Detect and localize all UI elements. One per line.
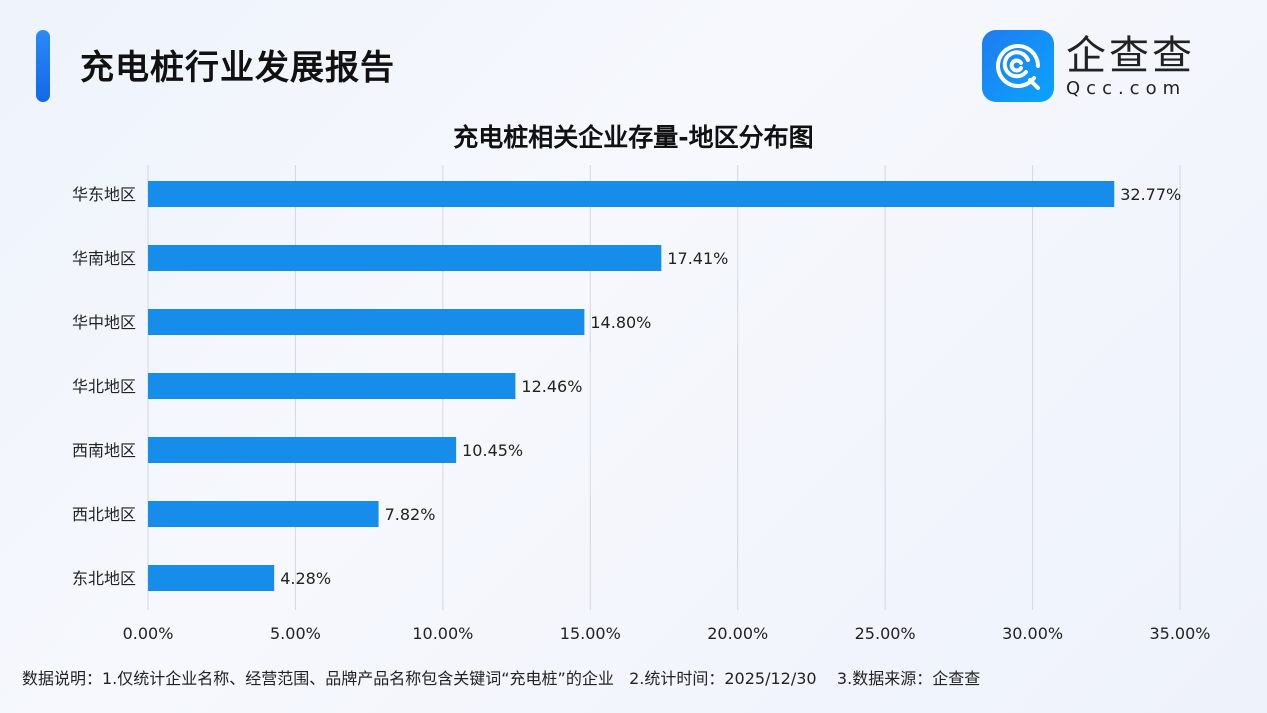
x-tick-label: 10.00% — [412, 624, 473, 643]
bar — [148, 501, 379, 527]
page-title: 充电桩行业发展报告 — [80, 48, 395, 88]
data-label: 4.28% — [280, 569, 331, 588]
footer-note: 数据说明：1.仅统计企业名称、经营范围、品牌产品名称包含关键词“充电桩”的企业 … — [22, 669, 981, 688]
data-label: 17.41% — [667, 249, 728, 268]
qcc-logo-icon — [982, 30, 1054, 102]
x-tick-label: 25.00% — [855, 624, 916, 643]
y-category-label: 华北地区 — [72, 377, 136, 396]
x-tick-label: 20.00% — [707, 624, 768, 643]
y-category-label: 东北地区 — [72, 569, 136, 588]
x-tick-label: 15.00% — [560, 624, 621, 643]
x-tick-label: 30.00% — [1002, 624, 1063, 643]
title-accent-bar — [36, 30, 50, 102]
bar — [148, 309, 585, 335]
bar — [148, 373, 516, 399]
chart-title: 充电桩相关企业存量-地区分布图 — [453, 123, 814, 152]
bar — [148, 437, 457, 463]
y-category-label: 西北地区 — [72, 505, 136, 524]
data-label: 14.80% — [590, 313, 651, 332]
data-label: 32.77% — [1120, 185, 1181, 204]
data-label: 10.45% — [462, 441, 523, 460]
data-label: 7.82% — [385, 505, 436, 524]
bar — [148, 565, 275, 591]
y-category-label: 华南地区 — [72, 249, 136, 268]
x-tick-label: 35.00% — [1149, 624, 1210, 643]
y-category-label: 华中地区 — [72, 313, 136, 332]
logo-text-en: Qcc.com — [1066, 77, 1187, 99]
bar — [148, 245, 662, 271]
bar — [148, 181, 1115, 207]
y-category-label: 西南地区 — [72, 441, 136, 460]
x-tick-label: 5.00% — [270, 624, 321, 643]
logo-text-cn: 企查查 — [1066, 32, 1195, 79]
y-category-label: 华东地区 — [72, 185, 136, 204]
x-tick-label: 0.00% — [123, 624, 174, 643]
data-label: 12.46% — [521, 377, 582, 396]
qcc-logo: 企查查 Qcc.com — [982, 30, 1195, 102]
